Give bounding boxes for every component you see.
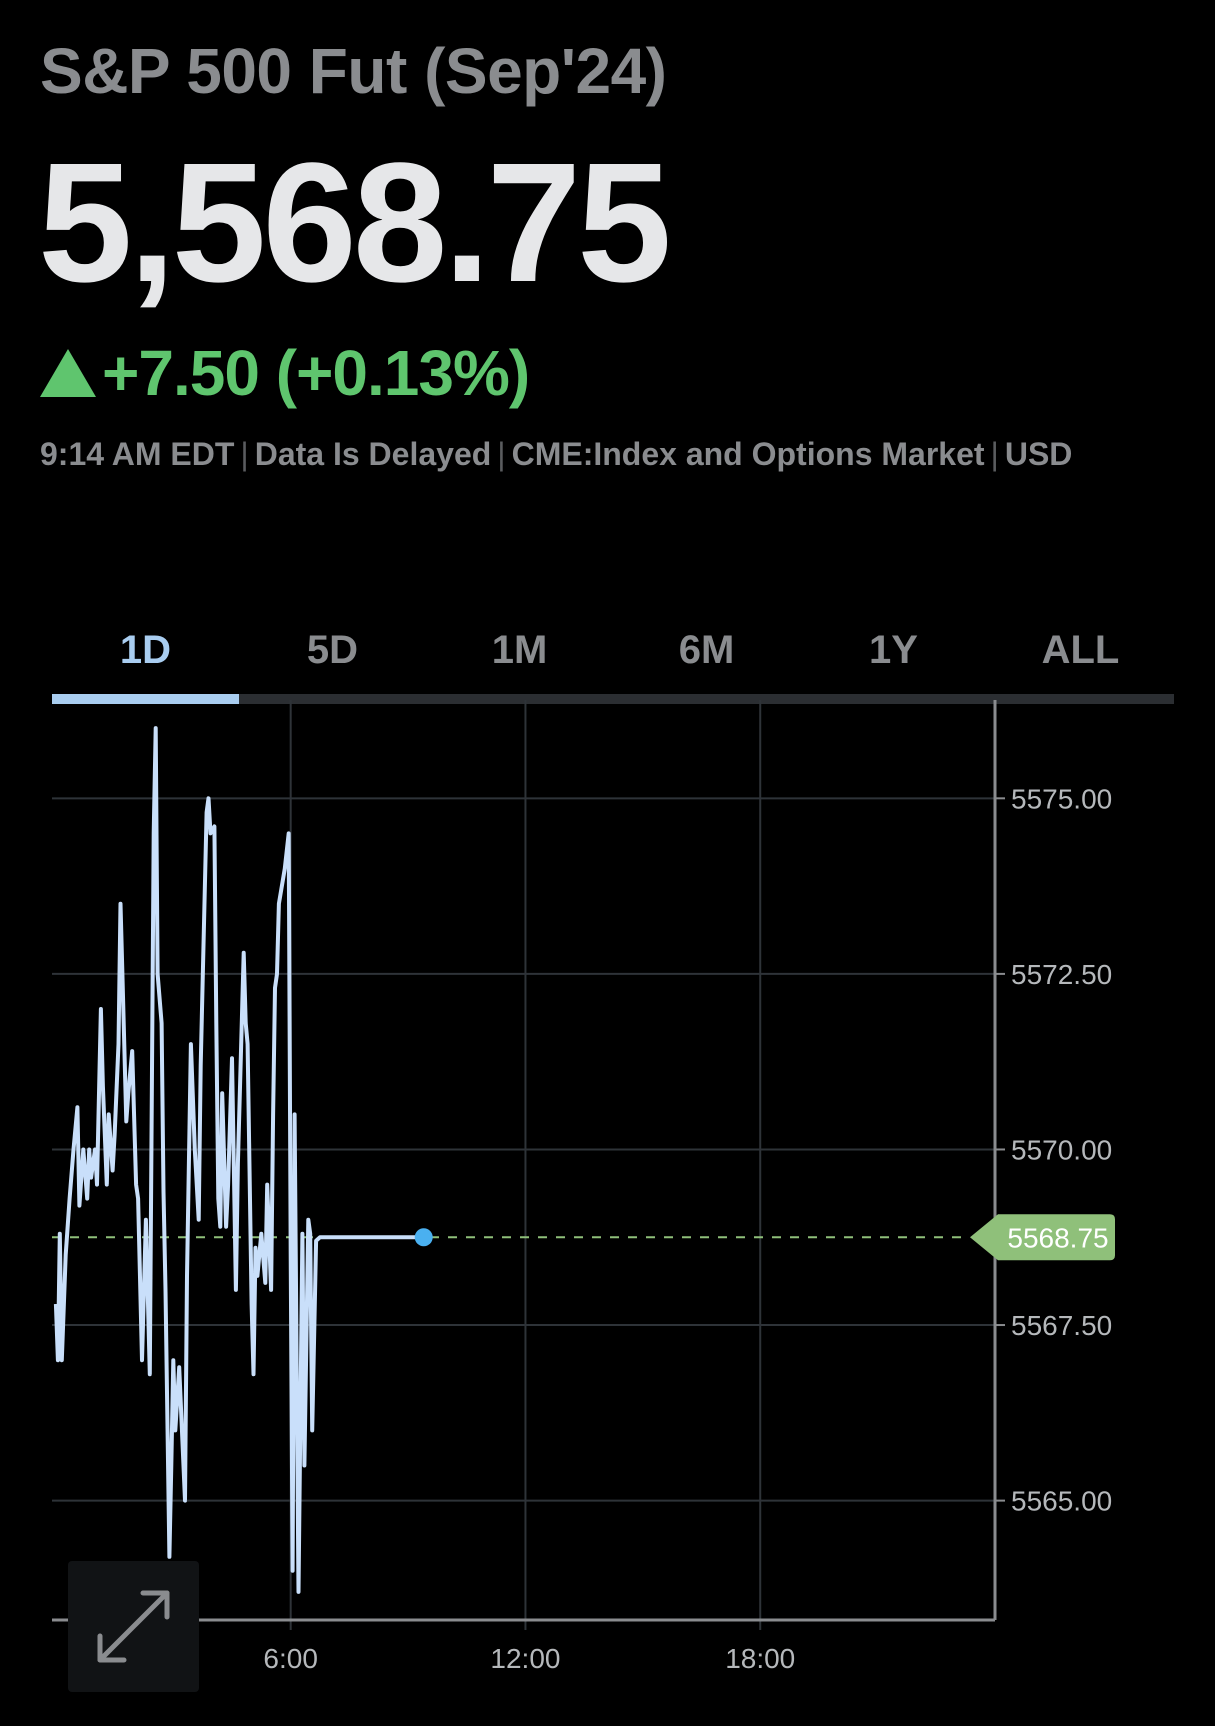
last-point-dot <box>414 1228 433 1247</box>
delay-notice: Data Is Delayed <box>254 436 492 472</box>
price-chart[interactable]: 5575.00 5572.50 5570.00 5567.50 5565.00 6:00 1… <box>0 700 1215 1726</box>
expand-chart-button[interactable] <box>68 1561 199 1692</box>
price-line <box>53 726 424 1594</box>
tab-all[interactable]: ALL <box>1041 628 1120 672</box>
range-tabs: 1D 5D 1M 6M 1Y ALL <box>52 620 1174 704</box>
up-triangle-icon <box>40 349 96 397</box>
last-price-label: 5568.75 <box>1007 1222 1108 1253</box>
currency: USD <box>1004 436 1073 472</box>
last-price: 5,568.75 <box>38 128 672 318</box>
price-change: +7.50 (+0.13%) <box>102 337 530 409</box>
exchange-name: CME:Index and Options Market <box>511 436 985 472</box>
tab-5d[interactable]: 5D <box>306 628 359 672</box>
meta-separator: | <box>240 436 249 472</box>
y-tick-label: 5565.00 <box>1011 1486 1112 1517</box>
x-tick-label: 6:00 <box>263 1643 318 1674</box>
quote-meta: 9:14 AM EDT | Data Is Delayed | CME:Index an… <box>40 436 1072 473</box>
expand-arrows-icon <box>97 1590 170 1663</box>
tab-6m[interactable]: 6M <box>678 628 735 672</box>
tab-1y[interactable]: 1Y <box>869 628 918 672</box>
meta-separator: | <box>990 436 999 472</box>
quote-time: 9:14 AM EDT <box>40 436 235 472</box>
active-tab-indicator <box>52 694 239 704</box>
y-tick-label: 5572.50 <box>1011 959 1112 990</box>
instrument-title: S&P 500 Fut (Sep'24) <box>40 35 667 107</box>
x-tick-label: 18:00 <box>725 1643 795 1674</box>
last-price-flag <box>970 1214 1115 1261</box>
meta-separator: | <box>497 436 506 472</box>
tab-1d[interactable]: 1D <box>119 628 172 672</box>
y-tick-label: 5570.00 <box>1011 1134 1112 1165</box>
x-tick-label: 12:00 <box>490 1643 560 1674</box>
tab-1m[interactable]: 1M <box>491 628 548 672</box>
y-tick-label: 5567.50 <box>1011 1310 1112 1341</box>
tab-track <box>52 694 1174 704</box>
y-tick-label: 5575.00 <box>1011 783 1112 814</box>
change-row: +7.50 (+0.13%) <box>40 337 530 409</box>
